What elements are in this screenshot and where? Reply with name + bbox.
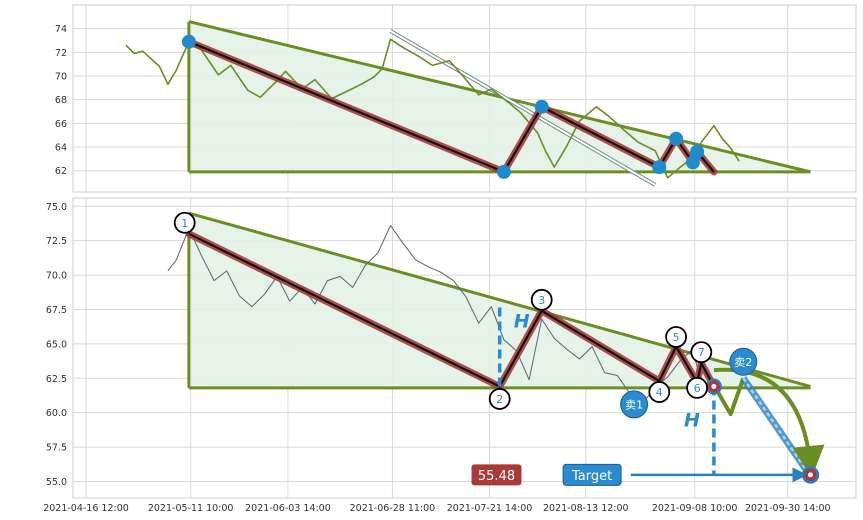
projection-zigzag <box>712 377 746 417</box>
top-pivot-marker <box>669 131 684 146</box>
pivot-label: 5 <box>673 331 680 344</box>
top-y-tick-label: 70 <box>55 72 67 83</box>
top-pivot-marker <box>496 164 511 179</box>
top-y-tick-label: 72 <box>55 48 67 59</box>
x-axis: 2021-04-16 12:00 2021-05-11 10:00 2021-06-… <box>43 503 830 514</box>
target-name-label: Target <box>571 469 612 484</box>
bottom-price-line <box>167 225 702 404</box>
bottom-panel: 55.0 57.5 60.0 62.5 65.0 67.5 70.0 72.5 75.0 H H 1… <box>46 197 857 499</box>
sell-point-circle <box>729 347 758 376</box>
top-pivot-marker <box>652 160 667 175</box>
pivot-label: 6 <box>694 382 701 395</box>
top-y-axis: 62 64 66 68 70 72 74 <box>55 24 67 177</box>
bottom-y-tick-label: 75.0 <box>46 202 67 213</box>
x-tick-label: 2021-06-28 11:00 <box>350 503 436 514</box>
top-pivot-marker <box>181 34 196 49</box>
pivot-label: 3 <box>538 294 545 307</box>
x-tick-label: 2021-05-11 10:00 <box>148 503 234 514</box>
target-value-box <box>471 464 522 486</box>
x-tick-label: 2021-09-08 10:00 <box>652 503 738 514</box>
pivot-label-circle <box>173 211 196 234</box>
bottom-y-axis: 55.0 57.5 60.0 62.5 65.0 67.5 70.0 72.5 75.0 <box>46 202 67 488</box>
target-point-center <box>808 472 813 478</box>
pivot-label: 4 <box>656 386 663 399</box>
top-pivot-marker <box>534 99 549 114</box>
pivot-label-circle <box>488 388 511 410</box>
bottom-y-tick-label: 65.0 <box>46 339 67 350</box>
top-y-tick-label: 74 <box>55 24 67 35</box>
top-panel: 62 64 66 68 70 72 74 <box>55 4 857 193</box>
top-y-tick-label: 68 <box>55 95 67 106</box>
x-tick-label: 2021-04-16 12:00 <box>43 503 129 514</box>
target-name-box <box>562 463 622 486</box>
x-tick-label: 2021-08-13 12:00 <box>543 503 629 514</box>
bottom-y-tick-label: 57.5 <box>46 443 67 454</box>
top-pivot-marker <box>690 144 705 159</box>
sell-point-label: 卖1 <box>625 398 643 411</box>
bottom-annotations: H H 1 2 3 4 5 6 7 卖1 卖2 55.48 Target <box>173 211 825 486</box>
pivot-label-circle <box>690 341 713 364</box>
x-tick-label: 2021-09-30 14:00 <box>745 503 831 514</box>
target-value-label: 55.48 <box>478 469 515 484</box>
height-marker-label: H <box>514 310 530 332</box>
bottom-y-tick-label: 62.5 <box>46 374 67 385</box>
top-plot-area <box>125 20 811 187</box>
bottom-y-tick-label: 72.5 <box>46 236 67 247</box>
breakout-point-center <box>711 384 717 390</box>
top-y-tick-label: 62 <box>55 166 67 177</box>
x-tick-label: 2021-06-03 14:00 <box>245 503 331 514</box>
pivot-label: 2 <box>496 393 503 406</box>
bottom-y-tick-label: 67.5 <box>46 305 67 316</box>
pivot-label-circle <box>686 377 708 399</box>
sell-point-label: 卖2 <box>734 356 752 369</box>
top-price-line <box>125 38 740 179</box>
bottom-y-tick-label: 70.0 <box>46 271 67 282</box>
pivot-label-circle <box>530 288 553 311</box>
top-y-tick-label: 64 <box>55 143 67 154</box>
pivot-label: 7 <box>698 346 705 359</box>
top-channel-inner <box>389 30 656 186</box>
x-tick-label: 2021-07-21 14:00 <box>447 503 533 514</box>
bottom-y-tick-label: 55.0 <box>46 477 67 488</box>
height-marker-label: H <box>684 410 700 432</box>
pivot-label-circle <box>665 326 687 348</box>
bottom-zigzag-inner <box>188 232 715 388</box>
top-pivot-marker <box>685 155 700 170</box>
pivot-label: 1 <box>181 217 188 230</box>
pivot-label-circle <box>648 381 671 403</box>
sell-point-circle <box>620 390 649 419</box>
bottom-y-tick-label: 60.0 <box>46 408 67 419</box>
top-y-tick-label: 66 <box>55 119 67 130</box>
